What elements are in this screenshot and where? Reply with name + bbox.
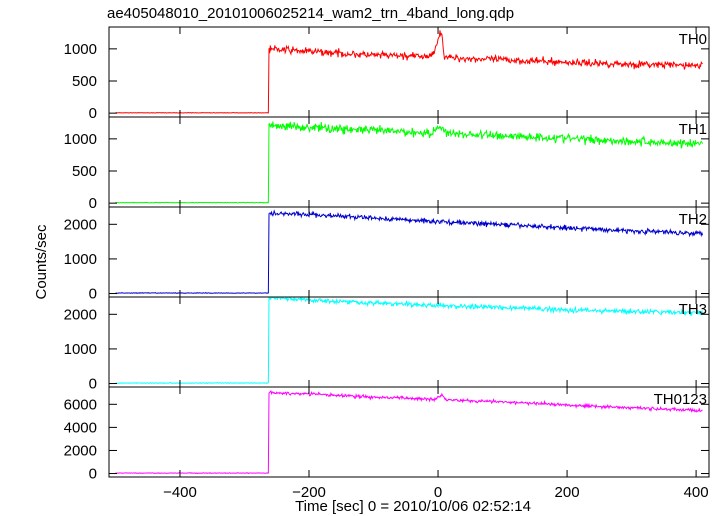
series-line-th3 (115, 297, 704, 385)
x-axis-label: Time [sec] 0 = 2010/10/06 02:52:14 (295, 498, 531, 515)
panel-label-th1: TH1 (679, 121, 707, 138)
x-tick-label: 200 (555, 484, 580, 501)
panel-th2: 0 1000 2000 TH2 (64, 206, 710, 303)
panel-label-th3: TH3 (679, 301, 707, 318)
y-tick-label: 500 (72, 73, 97, 90)
y-tick-label: 1000 (64, 341, 97, 358)
y-tick-label: 0 (89, 105, 97, 122)
panel-frame (108, 386, 710, 478)
panel-frame (108, 26, 710, 118)
series-line-th2 (115, 209, 704, 294)
chart-panels: 0 500 1000 TH0 0 500 1000 TH1 0 1000 2000 TH2 0 1000 2… (64, 26, 710, 483)
y-tick-label: 0 (89, 286, 97, 303)
y-tick-label: 0 (89, 195, 97, 212)
x-axis-tick-labels: −400 −200 0 200 400 (163, 484, 709, 501)
y-tick-label: 0 (89, 376, 97, 393)
series-line-th1 (115, 121, 704, 204)
panel-th0: 0 500 1000 TH0 (64, 26, 710, 122)
panel-th0123: 0 2000 4000 6000 TH0123 (64, 386, 710, 483)
y-tick-label: 1000 (64, 41, 97, 58)
y-tick-label: 2000 (64, 216, 97, 233)
x-tick-label: −200 (292, 484, 326, 501)
y-tick-label: 4000 (64, 419, 97, 436)
y-tick-label: 2000 (64, 442, 97, 459)
x-tick-label: 0 (434, 484, 442, 501)
panel-th1: 0 500 1000 TH1 (64, 116, 710, 212)
y-axis-label: Counts/sec (33, 224, 50, 300)
chart-title: ae405048010_20101006025214_wam2_trn_4ban… (107, 5, 514, 22)
y-tick-label: 2000 (64, 306, 97, 323)
panel-th3: 0 1000 2000 TH3 (64, 296, 710, 393)
series-line-th0123 (115, 390, 703, 475)
y-tick-label: 1000 (64, 131, 97, 148)
y-tick-label: 500 (72, 163, 97, 180)
y-tick-label: 0 (89, 466, 97, 483)
x-tick-label: 400 (684, 484, 709, 501)
panel-label-th0123: TH0123 (654, 391, 707, 408)
x-tick-label: −400 (163, 484, 197, 501)
y-tick-label: 1000 (64, 251, 97, 268)
panel-label-th2: TH2 (679, 211, 707, 228)
series-line-th0 (115, 30, 703, 114)
y-tick-label: 6000 (64, 396, 97, 413)
panel-label-th0: TH0 (679, 31, 707, 48)
